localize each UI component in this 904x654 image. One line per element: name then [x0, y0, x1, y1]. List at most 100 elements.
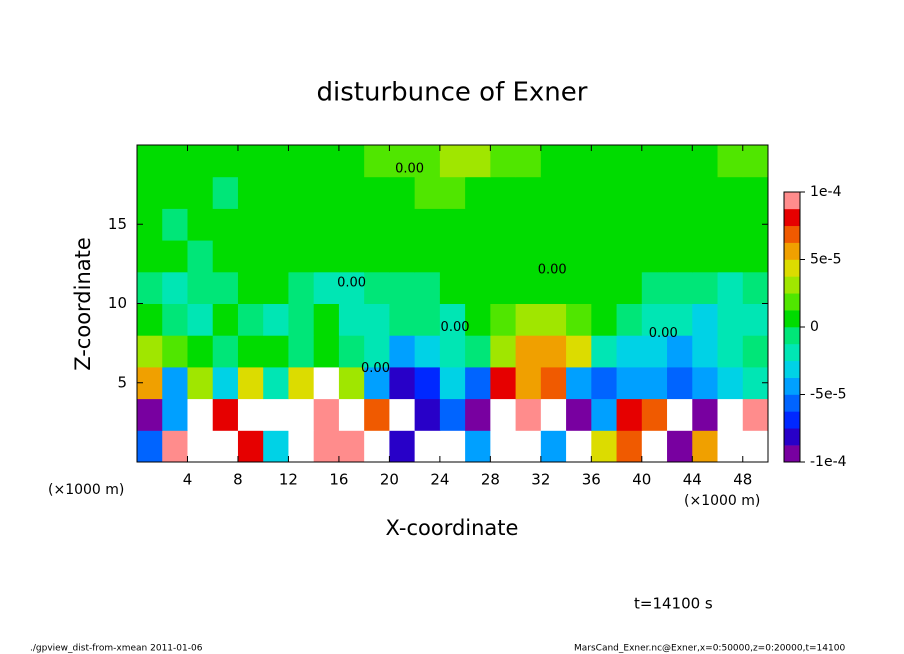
heat-cell — [414, 271, 441, 304]
x-tick-label: 48 — [733, 471, 752, 489]
colorbar-tick-label: 0 — [810, 319, 819, 335]
footer-left: ./gpview_dist-from-xmean 2011-01-06 — [30, 644, 203, 654]
heat-cell — [540, 398, 567, 431]
heat-cell — [616, 176, 643, 209]
heat-cell — [540, 208, 567, 241]
heat-cell — [364, 271, 390, 304]
heat-cell — [137, 176, 163, 209]
colorbar-band — [784, 394, 800, 412]
heat-cell — [490, 303, 517, 336]
heat-cell — [212, 398, 239, 431]
heat-cell — [540, 335, 567, 368]
heat-cell — [667, 145, 693, 178]
time-label: t=14100 s — [634, 595, 713, 613]
heat-cell — [364, 335, 390, 368]
x-tick-label: 20 — [380, 471, 399, 489]
colorbar-tick-label: 5e-5 — [810, 252, 841, 268]
heat-cell — [465, 208, 491, 241]
heat-cell — [187, 335, 214, 368]
heat-cell — [566, 335, 592, 368]
heat-cell — [288, 271, 315, 304]
colorbar-band — [784, 293, 800, 311]
heat-cell — [742, 430, 769, 463]
heat-cell — [237, 398, 264, 431]
heat-cell — [338, 145, 365, 178]
heat-cell — [566, 366, 592, 400]
heat-cell — [591, 271, 618, 304]
heat-cell — [591, 240, 618, 273]
heat-cell — [439, 176, 466, 209]
heat-cell — [313, 430, 340, 463]
chart-title: disturbunce of Exner — [317, 78, 588, 108]
heat-cell — [591, 208, 618, 241]
heat-cell — [162, 335, 188, 368]
heat-cell — [162, 145, 188, 178]
heat-cell — [137, 240, 163, 273]
heat-cell — [414, 398, 441, 431]
contour-label: 0.00 — [337, 275, 366, 290]
x-unit-left: (×1000 m) — [48, 482, 124, 498]
heat-cell — [616, 335, 643, 368]
heat-cell — [389, 303, 416, 336]
heat-cell — [667, 398, 693, 431]
heat-cell — [338, 271, 365, 304]
contour-label: 0.00 — [649, 326, 678, 341]
heat-cell — [465, 366, 491, 400]
x-tick-label: 16 — [329, 471, 348, 489]
heat-cell — [389, 208, 416, 241]
heat-cell — [364, 366, 390, 400]
heat-cell — [389, 335, 416, 368]
heat-cell — [591, 398, 618, 431]
heat-cell — [515, 430, 542, 463]
heat-cell — [616, 271, 643, 304]
heat-cell — [515, 240, 542, 273]
heat-cell — [641, 271, 668, 304]
heat-cell — [465, 145, 491, 178]
x-tick-label: 36 — [582, 471, 601, 489]
heat-cell — [212, 430, 239, 463]
heat-cell — [717, 176, 744, 209]
heat-cell — [338, 366, 365, 400]
heat-cell — [313, 271, 340, 304]
heat-cell — [439, 303, 466, 336]
heat-cell — [389, 430, 416, 463]
heat-cell — [212, 335, 239, 368]
heat-cell — [364, 208, 390, 241]
heat-cell — [490, 366, 517, 400]
x-unit-right: (×1000 m) — [684, 493, 760, 509]
colorbar-band — [784, 192, 800, 210]
heat-cell — [389, 398, 416, 431]
x-tick-label: 12 — [279, 471, 298, 489]
heat-cell — [414, 208, 441, 241]
heat-cell — [566, 398, 592, 431]
heat-cell — [263, 430, 289, 463]
heat-cell — [263, 303, 289, 336]
contour-label: 0.00 — [538, 263, 567, 278]
heat-cell — [641, 145, 668, 178]
heat-cell — [414, 176, 441, 209]
footer-right: MarsCand_Exner.nc@Exner,x=0:50000,z=0:20… — [574, 644, 845, 654]
colorbar-band — [784, 343, 800, 362]
heat-cell — [616, 430, 643, 463]
heat-cell — [439, 430, 466, 463]
heat-cell — [667, 366, 693, 400]
heat-cell — [137, 271, 163, 304]
contour-label: 0.00 — [361, 361, 390, 376]
heat-cell — [187, 366, 214, 400]
heat-cell — [288, 430, 315, 463]
heat-cell — [389, 145, 416, 178]
heat-cell — [591, 430, 618, 463]
heat-cell — [263, 240, 289, 273]
heat-cell — [439, 208, 466, 241]
heat-cell — [414, 303, 441, 336]
heat-cell — [667, 208, 693, 241]
heat-cell — [667, 271, 693, 304]
colorbar-band — [784, 377, 800, 395]
colorbar-tick-label: -5e-5 — [810, 387, 847, 403]
heat-cell — [212, 303, 239, 336]
heat-cell — [313, 145, 340, 178]
heat-cell — [692, 398, 719, 431]
heat-cell — [566, 303, 592, 336]
heat-cell — [490, 208, 517, 241]
y-axis-label: Z-coordinate — [71, 237, 95, 371]
